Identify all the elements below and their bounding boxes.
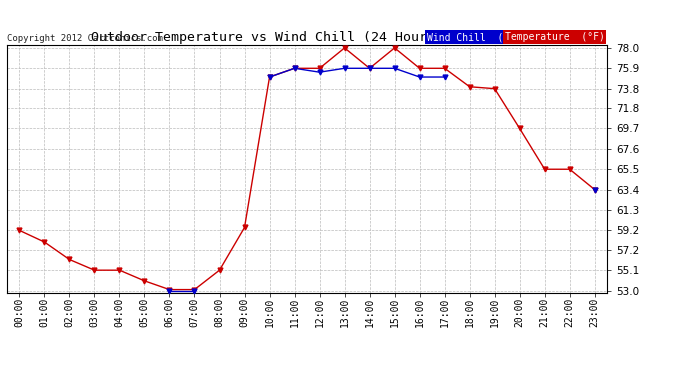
Text: Temperature  (°F): Temperature (°F): [504, 32, 604, 42]
Text: Copyright 2012 Cartronics.com: Copyright 2012 Cartronics.com: [7, 34, 163, 43]
Title: Outdoor Temperature vs Wind Chill (24 Hours)  20120818: Outdoor Temperature vs Wind Chill (24 Ho…: [91, 31, 523, 44]
Text: Wind Chill  (°F): Wind Chill (°F): [426, 32, 521, 42]
